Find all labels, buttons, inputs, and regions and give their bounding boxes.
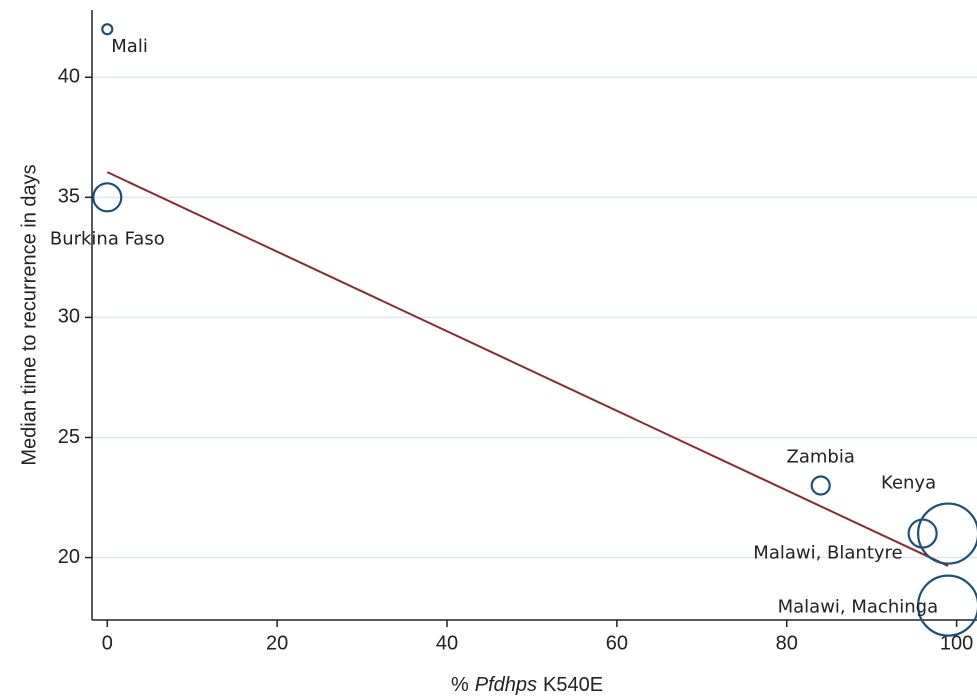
bubble: [917, 574, 977, 637]
point-label: Malawi, Machinga: [778, 597, 939, 618]
point-label: Kenya: [881, 473, 936, 494]
bubble: [907, 518, 938, 549]
point-label: Zambia: [787, 447, 855, 468]
x-tick-label: 40: [436, 632, 458, 654]
bubble: [101, 23, 114, 36]
y-tick-label: 25: [58, 426, 80, 448]
point-label: Mali: [111, 36, 148, 57]
y-tick-label: 40: [58, 66, 80, 88]
bubble: [810, 475, 831, 496]
x-axis-title: % Pfdhps K540E: [451, 674, 603, 696]
x-axis-title-part: %: [451, 674, 469, 696]
bubble: [92, 182, 123, 213]
y-tick-label: 20: [58, 546, 80, 568]
point-label: Malawi, Blantyre: [753, 543, 902, 564]
x-tick-label: 80: [776, 632, 798, 654]
x-tick-label: 100: [940, 632, 973, 654]
bubble: [917, 502, 977, 565]
x-tick-label: 0: [102, 632, 113, 654]
y-axis-title: Median time to recurrence in days: [18, 164, 40, 465]
x-axis-title-part: Pfdhps: [475, 674, 537, 696]
y-tick-label: 35: [58, 186, 80, 208]
point-label: Burkina Faso: [50, 228, 165, 249]
x-tick-label: 20: [266, 632, 288, 654]
y-tick-label: 30: [58, 306, 80, 328]
x-axis-title-part: K540E: [543, 674, 603, 696]
fit-line: [106, 171, 949, 567]
x-tick-label: 60: [606, 632, 628, 654]
